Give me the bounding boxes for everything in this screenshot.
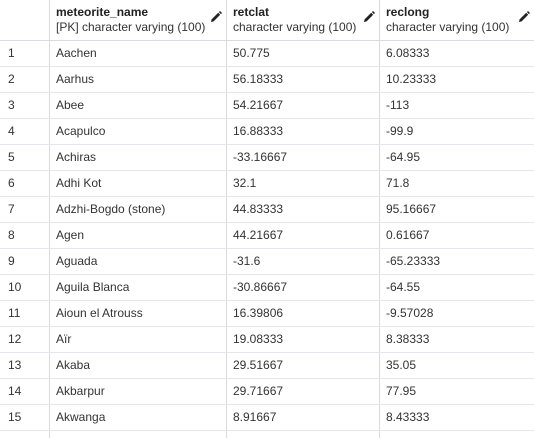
row-number[interactable]: 13 <box>0 353 50 378</box>
row-number[interactable]: 1 <box>0 41 50 66</box>
cell-meteorite-name[interactable]: Adzhi-Bogdo (stone) <box>50 197 227 222</box>
cell-meteorite-name[interactable]: Aguila Blanca <box>50 275 227 300</box>
table-row[interactable]: 15 Akwanga 8.91667 8.43333 <box>0 405 534 431</box>
table-row[interactable]: 13 Akaba 29.51667 35.05 <box>0 353 534 379</box>
cell-retclat[interactable]: 56.18333 <box>227 67 380 92</box>
cell-reclong[interactable]: 8.43333 <box>386 410 430 424</box>
row-number[interactable]: 11 <box>0 301 50 326</box>
table-row[interactable]: 1 Aachen 50.775 6.08333 <box>0 41 534 67</box>
cell-reclong[interactable]: 77.95 <box>386 384 417 398</box>
cell-meteorite-name[interactable]: Adhi Kot <box>50 171 227 196</box>
cell-retclat[interactable]: -30.86667 <box>227 275 380 300</box>
table-row[interactable]: 2 Aarhus 56.18333 10.23333 <box>0 67 534 93</box>
table-row[interactable]: 16 Akyumak 39.91667 42.81667 <box>0 431 534 438</box>
cell-meteorite-name[interactable]: Achiras <box>50 145 227 170</box>
cell-meteorite-name[interactable]: Abee <box>50 93 227 118</box>
cell-meteorite-name[interactable]: Aguada <box>50 249 227 274</box>
cell-meteorite-name[interactable]: Akbarpur <box>50 379 227 404</box>
cell-retclat[interactable]: 16.39806 <box>227 301 380 326</box>
cell-reclong[interactable]: -113 <box>386 98 410 112</box>
cell-reclong[interactable]: -65.23333 <box>386 254 441 268</box>
row-number[interactable]: 4 <box>0 119 50 144</box>
pencil-icon[interactable] <box>363 11 375 23</box>
table-row[interactable]: 10 Aguila Blanca -30.86667 -64.55 <box>0 275 534 301</box>
row-number[interactable]: 3 <box>0 93 50 118</box>
table-row[interactable]: 6 Adhi Kot 32.1 71.8 <box>0 171 534 197</box>
column-type: character varying (100) <box>386 20 510 34</box>
cell-reclong[interactable]: 71.8 <box>386 176 410 190</box>
column-name: meteorite_name <box>56 5 149 19</box>
row-number[interactable]: 2 <box>0 67 50 92</box>
pencil-icon[interactable] <box>518 11 530 23</box>
pencil-icon[interactable] <box>210 11 222 23</box>
cell-reclong[interactable]: -64.95 <box>386 150 421 164</box>
column-type: [PK] character varying (100) <box>56 20 206 34</box>
cell-retclat[interactable]: 32.1 <box>227 171 380 196</box>
row-number[interactable]: 12 <box>0 327 50 352</box>
cell-reclong[interactable]: 0.61667 <box>386 228 430 242</box>
cell-reclong[interactable]: 8.38333 <box>386 332 430 346</box>
cell-meteorite-name[interactable]: Aachen <box>50 41 227 66</box>
cell-retclat[interactable]: 50.775 <box>227 41 380 66</box>
cell-retclat[interactable]: 54.21667 <box>227 93 380 118</box>
cell-reclong[interactable]: -99.9 <box>386 124 414 138</box>
table-row[interactable]: 9 Aguada -31.6 -65.23333 <box>0 249 534 275</box>
cell-reclong[interactable]: 95.16667 <box>386 202 437 216</box>
cell-retclat[interactable]: 16.88333 <box>227 119 380 144</box>
cell-retclat[interactable]: 19.08333 <box>227 327 380 352</box>
cell-reclong[interactable]: 6.08333 <box>386 46 430 60</box>
cell-reclong[interactable]: -64.55 <box>386 280 421 294</box>
cell-meteorite-name[interactable]: Aïr <box>50 327 227 352</box>
row-number[interactable]: 9 <box>0 249 50 274</box>
cell-retclat[interactable]: -33.16667 <box>227 145 380 170</box>
table-row[interactable]: 5 Achiras -33.16667 -64.95 <box>0 145 534 171</box>
grid-header: meteorite_name [PK] character varying (1… <box>0 0 534 41</box>
cell-reclong[interactable]: 10.23333 <box>386 72 437 86</box>
row-number[interactable]: 16 <box>0 431 50 438</box>
cell-retclat[interactable]: 44.21667 <box>227 223 380 248</box>
cell-retclat[interactable]: 29.71667 <box>227 379 380 404</box>
cell-meteorite-name[interactable]: Akwanga <box>50 405 227 430</box>
cell-meteorite-name[interactable]: Akyumak <box>50 431 227 438</box>
column-type: character varying (100) <box>233 20 357 34</box>
row-number[interactable]: 15 <box>0 405 50 430</box>
row-number[interactable]: 14 <box>0 379 50 404</box>
row-number[interactable]: 10 <box>0 275 50 300</box>
cell-meteorite-name[interactable]: Akaba <box>50 353 227 378</box>
grid-body: 1 Aachen 50.775 6.08333 2 Aarhus 56.1833… <box>0 41 534 438</box>
cell-reclong[interactable]: -9.57028 <box>386 306 434 320</box>
cell-meteorite-name[interactable]: Agen <box>50 223 227 248</box>
row-number[interactable]: 7 <box>0 197 50 222</box>
cell-retclat[interactable]: 44.83333 <box>227 197 380 222</box>
cell-retclat[interactable]: 29.51667 <box>227 353 380 378</box>
row-number[interactable]: 6 <box>0 171 50 196</box>
cell-meteorite-name[interactable]: Aarhus <box>50 67 227 92</box>
table-row[interactable]: 4 Acapulco 16.88333 -99.9 <box>0 119 534 145</box>
table-row[interactable]: 14 Akbarpur 29.71667 77.95 <box>0 379 534 405</box>
row-number[interactable]: 8 <box>0 223 50 248</box>
table-row[interactable]: 3 Abee 54.21667 -113 <box>0 93 534 119</box>
column-header-retclat[interactable]: retclat character varying (100) <box>227 0 380 40</box>
cell-reclong[interactable]: 42.81667 <box>380 431 534 438</box>
column-name: reclong <box>386 5 430 19</box>
cell-reclong[interactable]: 35.05 <box>386 358 417 372</box>
cell-retclat[interactable]: 8.91667 <box>227 405 380 430</box>
column-header-meteorite-name[interactable]: meteorite_name [PK] character varying (1… <box>50 0 227 40</box>
column-name: retclat <box>233 5 270 19</box>
table-row[interactable]: 12 Aïr 19.08333 8.38333 <box>0 327 534 353</box>
cell-meteorite-name[interactable]: Aioun el Atrouss <box>50 301 227 326</box>
header-rownum[interactable] <box>0 0 50 40</box>
cell-retclat[interactable]: 39.91667 <box>227 431 380 438</box>
table-row[interactable]: 11 Aioun el Atrouss 16.39806 -9.57028 <box>0 301 534 327</box>
cell-meteorite-name[interactable]: Acapulco <box>50 119 227 144</box>
cell-retclat[interactable]: -31.6 <box>227 249 380 274</box>
table-row[interactable]: 7 Adzhi-Bogdo (stone) 44.83333 95.16667 <box>0 197 534 223</box>
row-number[interactable]: 5 <box>0 145 50 170</box>
table-row[interactable]: 8 Agen 44.21667 0.61667 <box>0 223 534 249</box>
column-header-reclong[interactable]: reclong character varying (100) <box>380 0 534 40</box>
